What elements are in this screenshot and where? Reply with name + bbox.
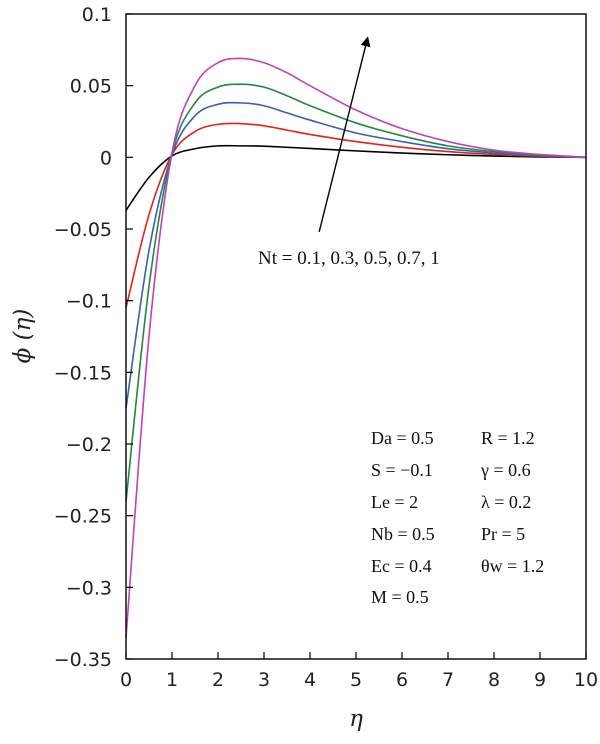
y-axis-ticks: 0.1 0.05 0 −0.05 −0.1 −0.15 −0.2 −0.25 −0.3 −0.35 <box>54 4 133 671</box>
x-tick-label: 3 <box>258 669 270 691</box>
y-tick-label: −0.15 <box>54 362 112 384</box>
param-r: R = 1.2 <box>481 428 535 448</box>
y-tick-label: 0.1 <box>82 4 112 26</box>
x-tick-label: 8 <box>488 669 500 691</box>
parameter-list-right: R = 1.2 γ = 0.6 λ = 0.2 Pr = 5 θw = 1.2 <box>480 428 544 576</box>
x-axis-ticks: 0 1 2 3 4 5 6 7 8 9 10 <box>120 652 598 691</box>
parameter-list-left: Da = 0.5 S = −0.1 Le = 2 Nb = 0.5 Ec = 0… <box>371 428 435 607</box>
y-tick-label: −0.2 <box>66 434 112 456</box>
x-tick-label: 0 <box>120 669 132 691</box>
param-nb: Nb = 0.5 <box>371 524 435 544</box>
x-tick-label: 5 <box>350 669 362 691</box>
x-axis-title: η <box>349 706 363 732</box>
series-line-1 <box>125 144 587 211</box>
nt-annotation: Nt = 0.1, 0.3, 0.5, 0.7, 1 <box>258 248 440 269</box>
param-ec: Ec = 0.4 <box>371 556 432 576</box>
y-tick-label: −0.35 <box>54 649 112 671</box>
param-theta-w: θw = 1.2 <box>481 556 544 576</box>
y-tick-label: 0.05 <box>70 76 112 98</box>
y-tick-label: −0.25 <box>54 506 112 528</box>
param-le: Le = 2 <box>371 492 418 512</box>
param-s: S = −0.1 <box>371 460 433 480</box>
param-da: Da = 0.5 <box>371 428 434 448</box>
y-tick-label: −0.1 <box>66 291 112 313</box>
trend-arrow <box>318 36 371 233</box>
y-tick-label: 0 <box>100 147 112 169</box>
y-tick-label: −0.05 <box>54 219 112 241</box>
x-tick-label: 10 <box>574 669 598 691</box>
series-layer <box>125 57 587 638</box>
x-tick-label: 1 <box>166 669 178 691</box>
x-tick-label: 6 <box>396 669 408 691</box>
x-tick-label: 4 <box>304 669 316 691</box>
x-tick-label: 2 <box>212 669 224 691</box>
y-axis-title: ϕ (η) <box>10 309 36 364</box>
param-lambda: λ = 0.2 <box>481 492 531 512</box>
series-line-4 <box>125 83 587 502</box>
y-tick-label: −0.3 <box>66 577 112 599</box>
series-line-5 <box>125 57 587 638</box>
x-tick-label: 9 <box>534 669 546 691</box>
param-m: M = 0.5 <box>371 587 429 607</box>
param-pr: Pr = 5 <box>481 524 525 544</box>
param-gamma: γ = 0.6 <box>480 460 531 480</box>
x-tick-label: 7 <box>442 669 454 691</box>
